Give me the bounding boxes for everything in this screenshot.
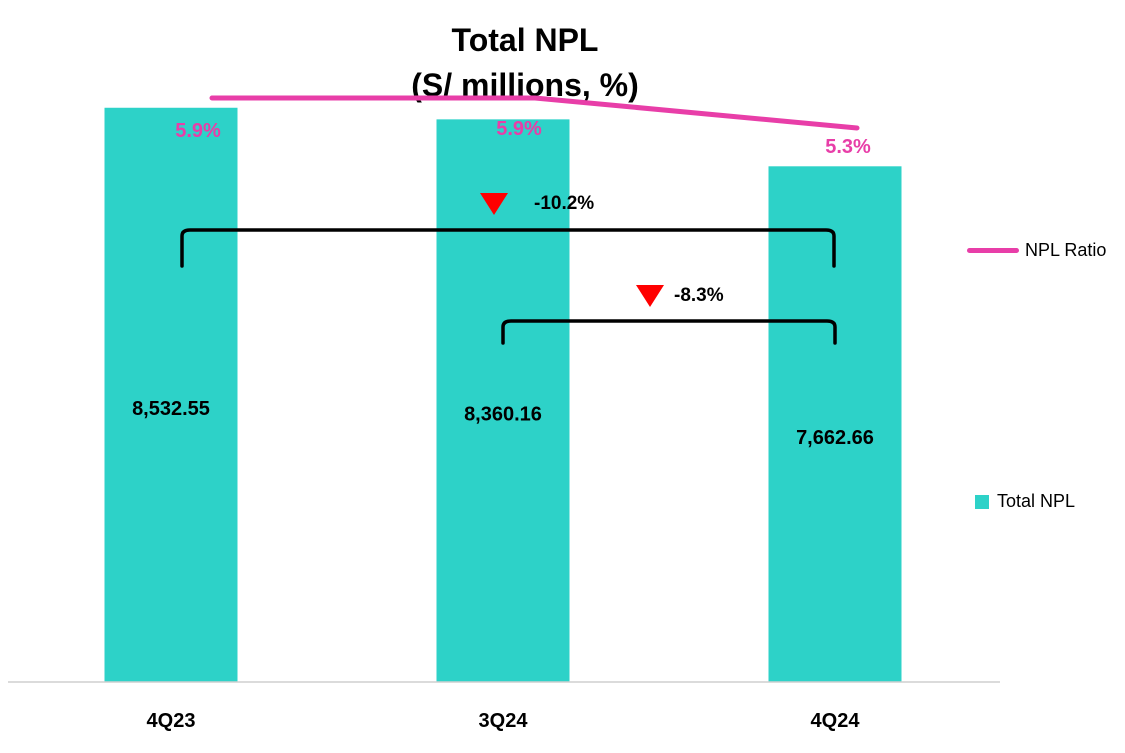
ratio-data-label: 5.9%: [175, 120, 221, 142]
ratio-line-layer: 5.9% 5.9% 5.3%: [175, 95, 871, 158]
npl-ratio-line: [209, 95, 860, 131]
change-badge-3q24-4q24: -8.3%: [636, 285, 724, 307]
down-triangle-icon: [636, 285, 664, 307]
chart-title: Total NPL: [451, 22, 599, 58]
x-tick-label: 4Q24: [811, 710, 861, 732]
x-tick-label: 4Q23: [147, 710, 196, 732]
change-label-4q23-4q24: -10.2%: [534, 193, 595, 214]
legend-label-total-npl: Total NPL: [997, 491, 1076, 511]
legend-line-swatch: [967, 248, 1019, 253]
legend-box-swatch: [975, 494, 989, 509]
bar-4q23: [104, 107, 238, 682]
legend-total-npl: Total NPL: [975, 491, 1075, 512]
down-triangle-icon: [480, 193, 508, 215]
ratio-data-label: 5.3%: [825, 136, 871, 158]
bracket-4q23-4q24: [180, 228, 836, 268]
ratio-data-label: 5.9%: [496, 118, 542, 140]
bracket-layer: [180, 228, 837, 345]
bar-value-label: 7,662.66: [796, 427, 874, 449]
x-tick-label: 3Q24: [479, 710, 529, 732]
bar-value-label: 8,532.55: [132, 398, 210, 420]
legend-npl-ratio: NPL Ratio: [967, 240, 1106, 261]
change-badge-4q23-4q24: -10.2%: [480, 193, 594, 215]
change-label-3q24-4q24: -8.3%: [674, 285, 724, 306]
legend-label-npl-ratio: NPL Ratio: [1025, 240, 1107, 260]
bracket-3q24-4q24: [501, 319, 837, 345]
bar-value-label: 8,360.16: [464, 404, 542, 426]
